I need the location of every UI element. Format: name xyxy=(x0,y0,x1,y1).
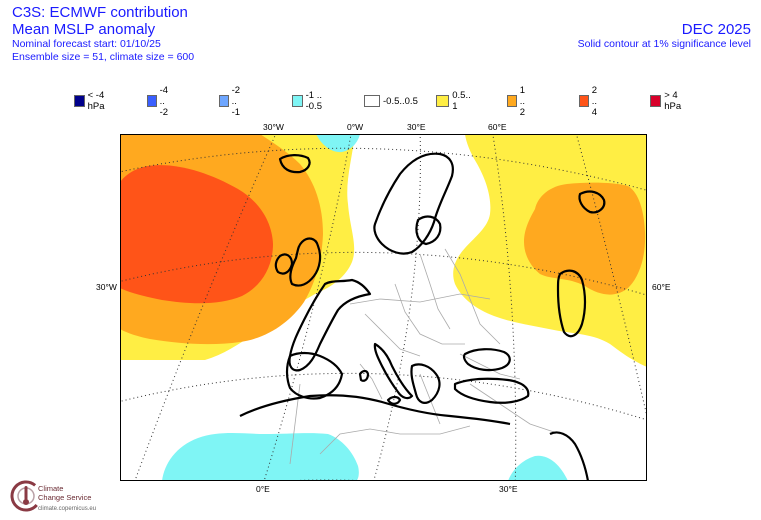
legend-item: -4 .. -2 xyxy=(147,85,174,118)
legend-item: -0.5..0.5 xyxy=(364,94,418,108)
legend-label: -4 .. -2 xyxy=(159,84,169,118)
legend-item: < -4 hPa xyxy=(74,90,110,112)
significance-note: Solid contour at 1% significance level xyxy=(577,38,751,50)
legend-swatch xyxy=(74,95,85,107)
legend-label: < -4 hPa xyxy=(87,90,105,112)
graticule xyxy=(120,134,647,481)
map-frame xyxy=(120,134,647,481)
legend-item: -1 .. -0.5 xyxy=(292,90,327,112)
anomaly-cyan-north xyxy=(316,134,360,153)
legend-label: -2 .. -1 xyxy=(231,84,241,118)
legend-label: > 4 hPa xyxy=(664,90,682,112)
anomaly-cyan-southeast xyxy=(508,455,568,481)
legend-label: 2 .. 4 xyxy=(591,84,597,118)
lon-label-top: 30°E xyxy=(407,122,426,132)
lon-label-top: 60°E xyxy=(488,122,507,132)
legend-swatch xyxy=(364,95,380,107)
lat-label-left: 30°W xyxy=(96,282,117,292)
lon-label-top: 30°W xyxy=(263,122,284,132)
legend-item: -2 .. -1 xyxy=(219,85,246,118)
legend-label: 0.5.. 1 xyxy=(452,90,471,112)
coastlines xyxy=(239,152,606,481)
legend-item: 1 .. 2 xyxy=(507,85,531,118)
ensemble-size: Ensemble size = 51, climate size = 600 xyxy=(12,51,195,63)
legend-swatch xyxy=(292,95,303,107)
legend-label: -0.5..0.5 xyxy=(383,95,418,107)
lat-label-right: 60°E xyxy=(652,282,671,292)
c3s-logo-text: Climate Change Service xyxy=(38,484,91,502)
legend-swatch xyxy=(650,95,662,107)
forecast-start: Nominal forecast start: 01/10/25 xyxy=(12,38,161,50)
legend-swatch xyxy=(507,95,517,107)
header-left: C3S: ECMWF contribution Mean MSLP anomal… xyxy=(12,4,194,64)
header-right: DEC 2025 Solid contour at 1% significanc… xyxy=(578,21,751,51)
lon-label-bottom: 30°E xyxy=(499,484,518,494)
valid-period: DEC 2025 xyxy=(681,21,751,38)
anomaly-map xyxy=(120,134,647,481)
lon-label-bottom: 0°E xyxy=(256,484,270,494)
legend-item: > 4 hPa xyxy=(650,90,686,112)
legend-item: 2 .. 4 xyxy=(579,85,603,118)
legend-label: 1 .. 2 xyxy=(519,84,525,118)
logo-line-2: Change Service xyxy=(38,493,92,502)
anomaly-cyan-south xyxy=(162,433,359,481)
logo-url: climate.copernicus.eu xyxy=(38,506,97,512)
legend-label: -1 .. -0.5 xyxy=(305,90,322,112)
legend-item: 0.5.. 1 xyxy=(436,90,474,112)
product-title: C3S: ECMWF contribution xyxy=(12,4,188,21)
logo-line-1: Climate xyxy=(38,484,64,493)
c3s-logo xyxy=(10,480,42,512)
legend-swatch xyxy=(436,95,450,107)
anomaly-red-west xyxy=(120,165,273,304)
variable-title: Mean MSLP anomaly xyxy=(12,21,156,38)
lon-label-top: 0°W xyxy=(347,122,364,132)
legend-swatch xyxy=(219,95,229,107)
anomaly-orange-east xyxy=(524,182,646,295)
legend-swatch xyxy=(147,95,157,107)
legend-swatch xyxy=(579,95,589,107)
